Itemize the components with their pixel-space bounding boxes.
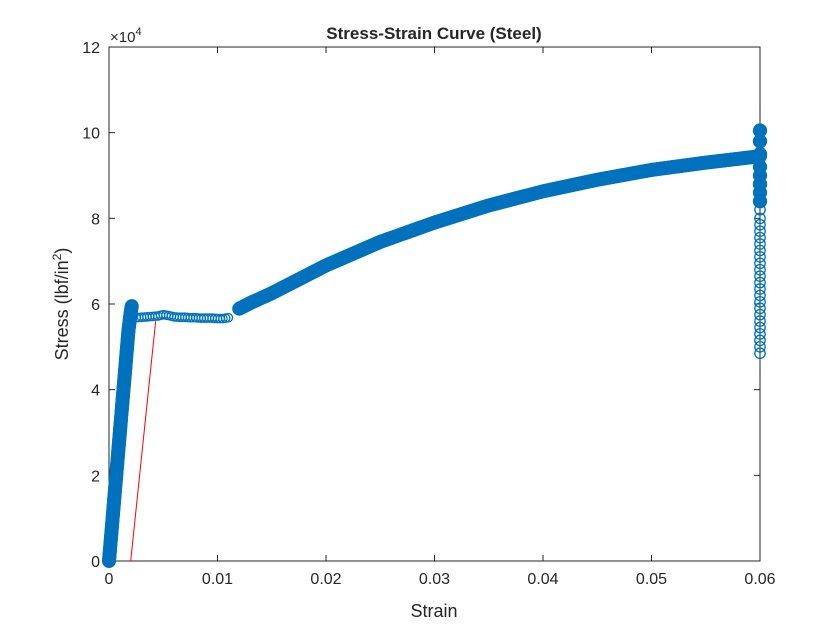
data-point: [754, 276, 766, 289]
data-point: [754, 212, 766, 225]
y-tick-label: 6: [91, 297, 100, 314]
x-tick-label: 0: [105, 571, 114, 588]
x-tick-label: 0.06: [744, 571, 775, 588]
y-tick-label: 2: [91, 468, 100, 485]
data-point: [754, 283, 766, 295]
axis-tick-labels: 0 0.01 0.02 0.03 0.04 0.05 0.06 0 2 4 6 8 10 12: [82, 40, 775, 588]
data-point: [754, 257, 766, 270]
data-point: [754, 328, 766, 340]
data-point: [754, 231, 766, 244]
y-tick-label: 10: [82, 126, 100, 143]
exponent-base: ×10: [110, 29, 135, 46]
x-tick-label: 0.02: [310, 571, 341, 588]
data-point: [754, 203, 766, 216]
series-elastic-region: [102, 299, 139, 568]
data-point: [754, 334, 766, 347]
series-yield-plateau: [131, 309, 234, 324]
x-tick-label: 0.01: [202, 571, 233, 588]
data-point: [754, 270, 766, 283]
y-tick-label: 8: [91, 211, 100, 228]
x-tick-label: 0.05: [636, 571, 667, 588]
y-axis-label: Stress (lbf/in2): [50, 248, 72, 361]
data-point: [754, 289, 766, 302]
data-point: [754, 225, 766, 238]
data-point: [754, 238, 766, 250]
data-point: [754, 244, 766, 257]
data-point: [223, 312, 234, 323]
y-tick-label: 4: [91, 383, 100, 400]
x-tick-label: 0.03: [419, 571, 450, 588]
data-point: [754, 263, 766, 276]
y-axis-exponent: ×104: [110, 26, 142, 46]
y-axis-label-main: Stress (lbf/in: [52, 260, 72, 360]
offset-line: [130, 321, 157, 562]
data-point: [124, 299, 139, 314]
data-point: [754, 321, 766, 334]
plot-frame: [108, 46, 761, 562]
y-axis-label-close: ): [52, 248, 72, 254]
exponent-power: 4: [135, 26, 141, 38]
series-strain-hardening: [232, 149, 767, 316]
data-point: [752, 146, 768, 162]
data-point: [754, 347, 766, 360]
data-point: [752, 194, 768, 209]
data-layer: [102, 123, 768, 568]
y-tick-label: 0: [91, 554, 100, 571]
data-point: [754, 340, 766, 353]
series-offset-line: [130, 321, 157, 562]
x-tick-label: 0.04: [527, 571, 558, 588]
data-point: [754, 302, 766, 315]
chart-title: Stress-Strain Curve (Steel): [326, 24, 541, 43]
x-axis-label: Strain: [410, 601, 457, 621]
data-point: [754, 251, 766, 263]
y-axis-label-superscript: 2: [50, 253, 64, 260]
series-fracture-drop: [752, 123, 768, 360]
data-point: [754, 308, 766, 321]
y-tick-label: 12: [82, 40, 100, 57]
data-point: [754, 218, 766, 231]
data-point: [752, 134, 768, 149]
data-point: [754, 296, 766, 308]
data-point: [754, 315, 766, 327]
